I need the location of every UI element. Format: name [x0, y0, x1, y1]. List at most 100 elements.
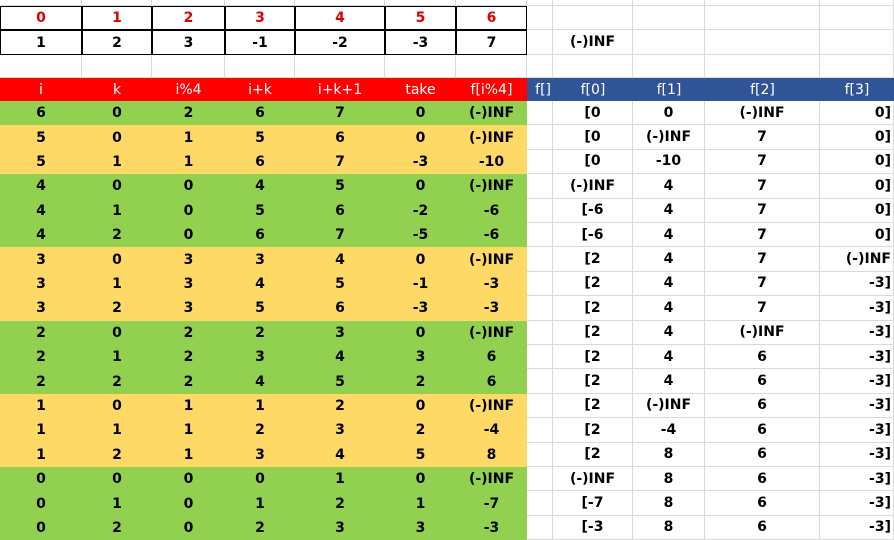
table-cell[interactable]: 2	[385, 418, 456, 443]
table-cell[interactable]: 3	[225, 442, 295, 467]
empty-cell[interactable]	[82, 55, 152, 78]
f-cell[interactable]: 7	[705, 149, 820, 175]
f-cell[interactable]: 7	[705, 198, 820, 223]
f-cell[interactable]: 6	[705, 393, 820, 419]
empty-cell[interactable]	[527, 55, 553, 78]
f-cell[interactable]: [2	[553, 369, 633, 394]
table-cell[interactable]: 5	[295, 271, 385, 297]
empty-cell[interactable]	[705, 6, 820, 30]
table-cell[interactable]: 1	[0, 442, 82, 467]
table-cell[interactable]: 0	[82, 393, 152, 419]
table-cell[interactable]: 1	[152, 418, 225, 443]
empty-cell[interactable]	[553, 0, 633, 6]
table-cell[interactable]: 5	[225, 125, 295, 150]
table-cell[interactable]: 4	[225, 174, 295, 199]
f-cell[interactable]: 4	[633, 345, 705, 370]
table-cell[interactable]: 3	[385, 345, 456, 370]
f-cell[interactable]: [2	[553, 345, 633, 370]
f-cell[interactable]: (-)INF	[553, 174, 633, 199]
f-cell[interactable]: 8	[633, 491, 705, 516]
empty-cell[interactable]	[527, 296, 553, 321]
f-cell[interactable]: 8	[633, 467, 705, 492]
f-cell[interactable]: -3]	[820, 393, 894, 419]
table-cell[interactable]: -6	[456, 198, 527, 223]
header-1[interactable]: k	[82, 78, 152, 101]
empty-cell[interactable]	[820, 30, 894, 55]
table-cell[interactable]: 1	[82, 271, 152, 297]
table-cell[interactable]: (-)INF	[456, 467, 527, 492]
table-cell[interactable]: 0	[225, 467, 295, 492]
value-cell[interactable]: 3	[152, 30, 225, 55]
table-cell[interactable]: 4	[0, 174, 82, 199]
table-cell[interactable]: 3	[0, 271, 82, 297]
table-cell[interactable]: 1	[82, 345, 152, 370]
table-cell[interactable]: 0	[385, 320, 456, 345]
table-cell[interactable]: 0	[152, 223, 225, 248]
table-cell[interactable]: 2	[295, 491, 385, 516]
f-cell[interactable]: 4	[633, 247, 705, 272]
table-cell[interactable]: 7	[295, 101, 385, 126]
table-cell[interactable]: 6	[225, 149, 295, 175]
table-cell[interactable]: -7	[456, 491, 527, 516]
table-cell[interactable]: -3	[456, 296, 527, 321]
table-cell[interactable]: 5	[0, 125, 82, 150]
header-3[interactable]: i+k	[225, 78, 295, 101]
empty-cell[interactable]	[527, 149, 553, 175]
empty-cell[interactable]	[527, 271, 553, 297]
f-cell[interactable]: (-)INF	[705, 101, 820, 126]
empty-cell[interactable]	[527, 174, 553, 199]
table-cell[interactable]: 5	[225, 296, 295, 321]
f-cell[interactable]: -3]	[820, 296, 894, 321]
empty-cell[interactable]	[705, 0, 820, 6]
empty-cell[interactable]	[527, 198, 553, 223]
table-cell[interactable]: 0	[152, 467, 225, 492]
table-cell[interactable]: -3	[385, 296, 456, 321]
f-cell[interactable]: 0]	[820, 125, 894, 150]
table-cell[interactable]: 1	[225, 491, 295, 516]
empty-cell[interactable]	[527, 247, 553, 272]
table-cell[interactable]: -10	[456, 149, 527, 175]
table-cell[interactable]: 0	[385, 247, 456, 272]
table-cell[interactable]: 1	[0, 393, 82, 419]
empty-cell[interactable]	[527, 442, 553, 467]
table-cell[interactable]: 1	[385, 491, 456, 516]
f-cell[interactable]: [2	[553, 247, 633, 272]
empty-cell[interactable]	[385, 55, 456, 78]
empty-cell[interactable]	[527, 6, 553, 30]
f-cell[interactable]: 4	[633, 223, 705, 248]
table-cell[interactable]: 0	[152, 198, 225, 223]
f-cell[interactable]: 7	[705, 125, 820, 150]
f-cell[interactable]: 7	[705, 296, 820, 321]
table-cell[interactable]: 0	[385, 125, 456, 150]
f-cell[interactable]: 4	[633, 369, 705, 394]
empty-cell[interactable]	[820, 6, 894, 30]
index-cell[interactable]: 2	[152, 6, 225, 30]
table-cell[interactable]: 3	[225, 345, 295, 370]
f-cell[interactable]: -4	[633, 418, 705, 443]
empty-cell[interactable]	[633, 55, 705, 78]
empty-cell[interactable]	[0, 0, 82, 6]
header-4[interactable]: i+k+1	[295, 78, 385, 101]
f-cell[interactable]: 0]	[820, 223, 894, 248]
empty-cell[interactable]	[527, 515, 553, 540]
table-cell[interactable]: -4	[456, 418, 527, 443]
value-cell[interactable]: 2	[82, 30, 152, 55]
header-5[interactable]: take	[385, 78, 456, 101]
table-cell[interactable]: 4	[225, 369, 295, 394]
empty-cell[interactable]	[705, 55, 820, 78]
table-cell[interactable]: 2	[82, 223, 152, 248]
f-cell[interactable]: 6	[705, 418, 820, 443]
index-cell[interactable]: 1	[82, 6, 152, 30]
value-cell[interactable]: 1	[0, 30, 82, 55]
table-cell[interactable]: 2	[152, 101, 225, 126]
f-cell[interactable]: (-)INF	[705, 320, 820, 345]
header-f-4[interactable]: f[3]	[820, 78, 894, 101]
table-cell[interactable]: 2	[0, 345, 82, 370]
table-cell[interactable]: 4	[295, 442, 385, 467]
table-cell[interactable]: 0	[385, 174, 456, 199]
empty-cell[interactable]	[633, 6, 705, 30]
header-2[interactable]: i%4	[152, 78, 225, 101]
table-cell[interactable]: 1	[295, 467, 385, 492]
f-cell[interactable]: [0	[553, 149, 633, 175]
empty-cell[interactable]	[705, 30, 820, 55]
